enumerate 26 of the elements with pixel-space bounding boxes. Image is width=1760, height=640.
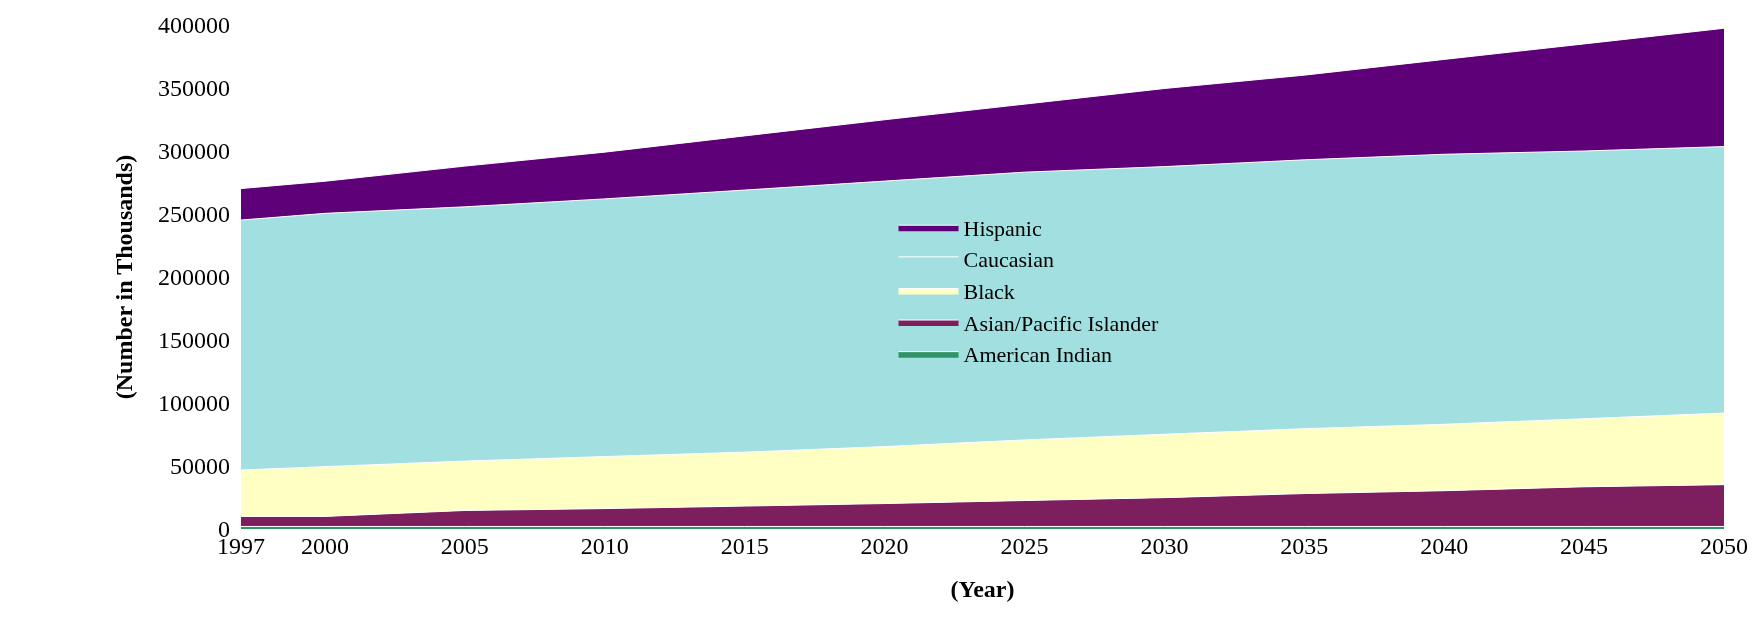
legend-label: Black: [963, 279, 1015, 305]
y-tick-label: 350000: [158, 75, 230, 102]
y-tick-label: 300000: [158, 138, 230, 165]
y-tick-label: 50000: [170, 453, 230, 480]
y-tick-label: 150000: [158, 327, 230, 354]
x-tick-label: 2030: [1140, 533, 1189, 559]
legend-label: Hispanic: [963, 215, 1042, 241]
x-axis-title: (Year): [950, 576, 1015, 603]
x-tick-label: 2020: [860, 533, 909, 559]
x-tick-label: 2010: [580, 533, 629, 559]
legend-label: American Indian: [963, 342, 1112, 368]
y-axis-title: (Number in Thousands): [111, 154, 138, 400]
y-tick-label: 250000: [158, 201, 230, 228]
x-tick-label: 2050: [1700, 533, 1748, 559]
x-tick-label: 2025: [1000, 533, 1049, 559]
x-tick-label: 2000: [300, 533, 349, 559]
x-tick-label: 2015: [720, 533, 769, 559]
x-tick-label: 2005: [440, 533, 489, 559]
y-tick-label: 100000: [158, 390, 230, 417]
x-tick-label: 2045: [1560, 533, 1609, 559]
x-tick-label: 2040: [1420, 533, 1469, 559]
y-tick-label: 200000: [158, 264, 230, 291]
legend-label: Caucasian: [963, 247, 1054, 273]
y-tick-label: 400000: [158, 12, 230, 39]
legend-label: Asian/Pacific Islander: [963, 310, 1160, 336]
x-tick-label: 2035: [1280, 533, 1329, 559]
